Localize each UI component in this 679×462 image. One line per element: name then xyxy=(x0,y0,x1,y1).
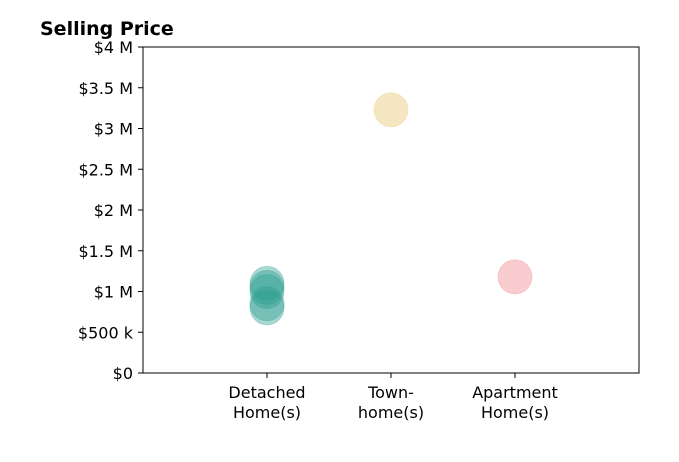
chart-title: Selling Price xyxy=(40,18,174,40)
data-points xyxy=(249,92,533,326)
y-tick-label: $2.5 M xyxy=(78,160,133,179)
y-tick-label: $1 M xyxy=(94,283,133,302)
y-tick-label: $4 M xyxy=(94,38,133,57)
data-point xyxy=(373,92,409,128)
data-point xyxy=(249,269,285,305)
data-point xyxy=(497,259,533,295)
x-tick-label: Home(s) xyxy=(481,403,549,422)
y-tick-label: $2 M xyxy=(94,201,133,220)
data-point xyxy=(249,290,285,326)
x-axis: DetachedHome(s)Town-home(s)ApartmentHome… xyxy=(228,373,558,422)
data-point xyxy=(249,274,285,309)
y-tick-label: $500 k xyxy=(78,323,134,342)
x-tick-label: Apartment xyxy=(472,383,558,402)
y-tick-label: $0 xyxy=(113,364,133,383)
data-point xyxy=(249,265,285,301)
y-tick-label: $1.5 M xyxy=(78,242,133,261)
x-tick-label: Town- xyxy=(367,383,414,402)
y-tick-label: $3 M xyxy=(94,120,133,139)
x-tick-label: Detached xyxy=(228,383,305,402)
y-tick-label: $3.5 M xyxy=(78,79,133,98)
x-tick-label: Home(s) xyxy=(233,403,301,422)
data-point xyxy=(249,286,285,322)
y-axis: $0 $500 k $1 M $1.5 M $2 M $2.5 M $3 M $3.5 M $4… xyxy=(78,38,143,383)
x-tick-label: home(s) xyxy=(358,403,424,422)
